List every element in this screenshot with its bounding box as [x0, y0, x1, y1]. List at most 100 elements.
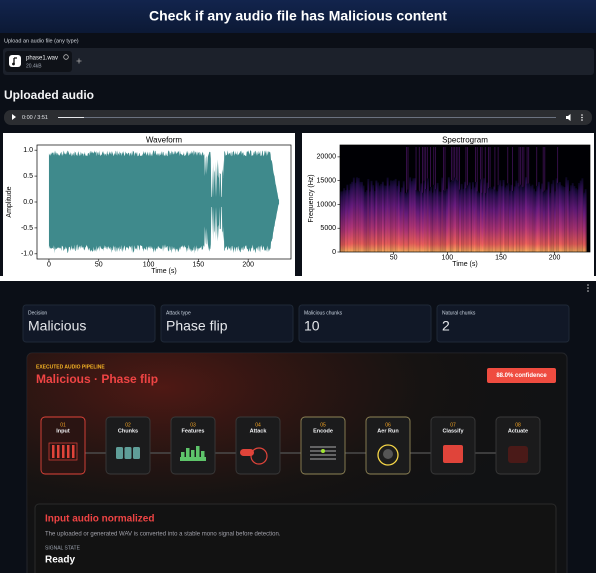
metric-label: Decision	[28, 310, 47, 316]
spectrogram-streak	[423, 147, 425, 181]
spectrogram-column	[576, 189, 579, 252]
step-icon	[186, 448, 190, 460]
spectrogram-column	[566, 180, 569, 252]
spectrogram-column	[533, 188, 536, 252]
spectrogram-column	[368, 191, 371, 252]
y-axis-label: Amplitude	[6, 186, 13, 217]
step-name: Features	[182, 428, 205, 434]
step-icon	[383, 449, 393, 459]
spectrogram-column	[418, 191, 421, 252]
spectrogram-column	[468, 182, 471, 252]
spectrogram-streak	[430, 147, 431, 187]
spectrogram-column	[404, 192, 407, 252]
spectrogram-column	[512, 190, 515, 252]
step-icon	[48, 442, 78, 461]
spectrogram-column	[531, 184, 534, 252]
spectrogram-column	[346, 184, 349, 252]
y-tick-label: 0	[332, 249, 336, 256]
spectrogram-column	[544, 190, 547, 252]
step-name: Encode	[313, 428, 333, 434]
spectrogram-column	[521, 187, 524, 252]
volume-button[interactable]	[566, 114, 571, 121]
file-size: 20.4kB	[26, 63, 42, 69]
step-icon	[62, 445, 65, 458]
metric-card	[436, 304, 570, 343]
spectrogram-column	[393, 180, 396, 252]
metric-card	[298, 304, 432, 343]
spectrogram-column	[542, 191, 545, 252]
spectrogram-column	[375, 180, 378, 252]
spectrogram-column	[571, 182, 574, 252]
spectrogram-column	[562, 186, 565, 252]
spectrogram-column	[391, 180, 394, 252]
state-value: Ready	[45, 555, 75, 566]
step-icon	[508, 446, 528, 463]
spectrogram-column	[557, 182, 560, 252]
spectrogram-column	[504, 187, 507, 252]
step-number: 08	[515, 422, 521, 428]
section-menu[interactable]	[587, 284, 589, 286]
step-name: Actuate	[508, 428, 528, 434]
header-bar	[0, 0, 596, 33]
spectrogram-column	[431, 192, 434, 252]
spectrogram-column	[451, 180, 453, 252]
step-icon	[116, 447, 123, 459]
step-number: 03	[190, 422, 196, 428]
spectrogram-column	[492, 186, 495, 252]
spectrogram-streak	[526, 147, 528, 184]
spectrogram-column	[454, 177, 457, 252]
step-icon	[72, 445, 75, 458]
spectrogram-column	[370, 180, 373, 252]
spectrogram-column	[446, 188, 449, 252]
step-number: 04	[255, 422, 261, 428]
step-box	[300, 416, 346, 475]
step-icon	[250, 447, 268, 465]
spectrogram-column	[420, 183, 423, 252]
upload-label: Upload an audio file (any type)	[4, 38, 79, 44]
upload-box[interactable]	[3, 48, 594, 75]
metrics: Decision Malicious Attack type Phase flip Ma…	[22, 304, 570, 343]
spectrogram-streak	[452, 147, 454, 181]
spectrogram-column	[352, 177, 355, 252]
file-icon-dot	[12, 62, 15, 66]
metric-value: 10	[304, 318, 320, 334]
spectrogram-streak	[425, 147, 427, 189]
spectrogram-column	[520, 184, 523, 252]
spectrogram-column	[394, 178, 397, 252]
metric-value: Phase flip	[166, 318, 228, 334]
spectrogram-column	[439, 191, 442, 252]
spectrogram-streak	[451, 147, 452, 181]
spectrogram-column	[484, 193, 487, 252]
spectrogram-column	[508, 190, 511, 252]
menu-button[interactable]	[581, 114, 583, 116]
y-tick-label: 5000	[320, 225, 336, 232]
spectrogram-column	[481, 192, 484, 252]
step-icon	[201, 451, 205, 460]
step-icon	[180, 457, 206, 461]
chart-title: Spectrogram	[442, 136, 488, 145]
spectrogram-column	[383, 185, 386, 252]
detail-description: The uploaded or generated WAV is convert…	[45, 532, 281, 538]
spectrogram-streak	[484, 147, 486, 194]
spectrogram-column	[549, 192, 552, 252]
x-axis-label: Time (s)	[452, 261, 477, 268]
add-file-button[interactable]	[76, 58, 82, 64]
spectrogram-column	[385, 185, 387, 252]
spectrogram-column	[480, 179, 482, 252]
file-chip	[5, 51, 72, 72]
y-axis-label: Frequency (Hz)	[308, 174, 315, 222]
play-button[interactable]	[12, 114, 16, 120]
spectrogram-streak	[542, 147, 544, 192]
spectrogram-column	[415, 190, 418, 252]
step-box	[495, 416, 541, 475]
section-heading: Uploaded audio	[4, 88, 94, 102]
spectrogram-column	[447, 177, 450, 252]
step-number: 07	[450, 422, 456, 428]
remove-file-button[interactable]	[63, 54, 69, 60]
spectrogram-column	[434, 189, 437, 252]
step-icon	[443, 445, 463, 463]
